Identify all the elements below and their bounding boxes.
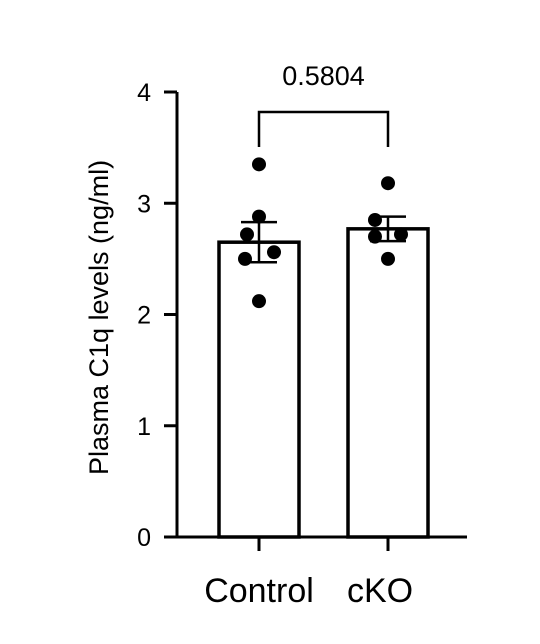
data-point xyxy=(381,251,395,266)
data-point xyxy=(238,251,252,266)
bars xyxy=(217,227,430,539)
y-tick-label: 0 xyxy=(137,524,151,552)
data-point xyxy=(267,245,281,260)
data-point xyxy=(252,209,266,224)
data-point xyxy=(368,212,382,227)
y-tick-label: 2 xyxy=(137,302,151,330)
data-point xyxy=(252,157,266,172)
bracket-line xyxy=(257,110,390,147)
x-ticks: Control cKO xyxy=(204,537,413,610)
p-value-label: 0.5804 xyxy=(282,61,365,91)
data-point xyxy=(381,176,395,191)
data-point xyxy=(368,229,382,244)
bar-cko xyxy=(346,227,430,539)
x-tick-label-control: Control xyxy=(204,572,314,610)
y-tick-label: 4 xyxy=(137,79,151,107)
bar-control xyxy=(217,240,301,539)
data-point xyxy=(240,227,254,242)
x-axis: Control cKO xyxy=(175,535,467,610)
y-axis: 0 1 2 3 4 xyxy=(137,79,179,552)
y-axis-label: Plasma C1q levels (ng/ml) xyxy=(84,160,114,475)
x-tick-label-cko: cKO xyxy=(347,572,413,610)
significance-bracket: 0.5804 xyxy=(257,61,390,147)
y-tick-label: 3 xyxy=(137,190,151,218)
data-point xyxy=(394,227,408,242)
data-point xyxy=(252,294,266,309)
data-points xyxy=(238,157,408,309)
y-tick-label: 1 xyxy=(137,413,151,441)
y-ticks: 0 1 2 3 4 xyxy=(137,79,177,552)
